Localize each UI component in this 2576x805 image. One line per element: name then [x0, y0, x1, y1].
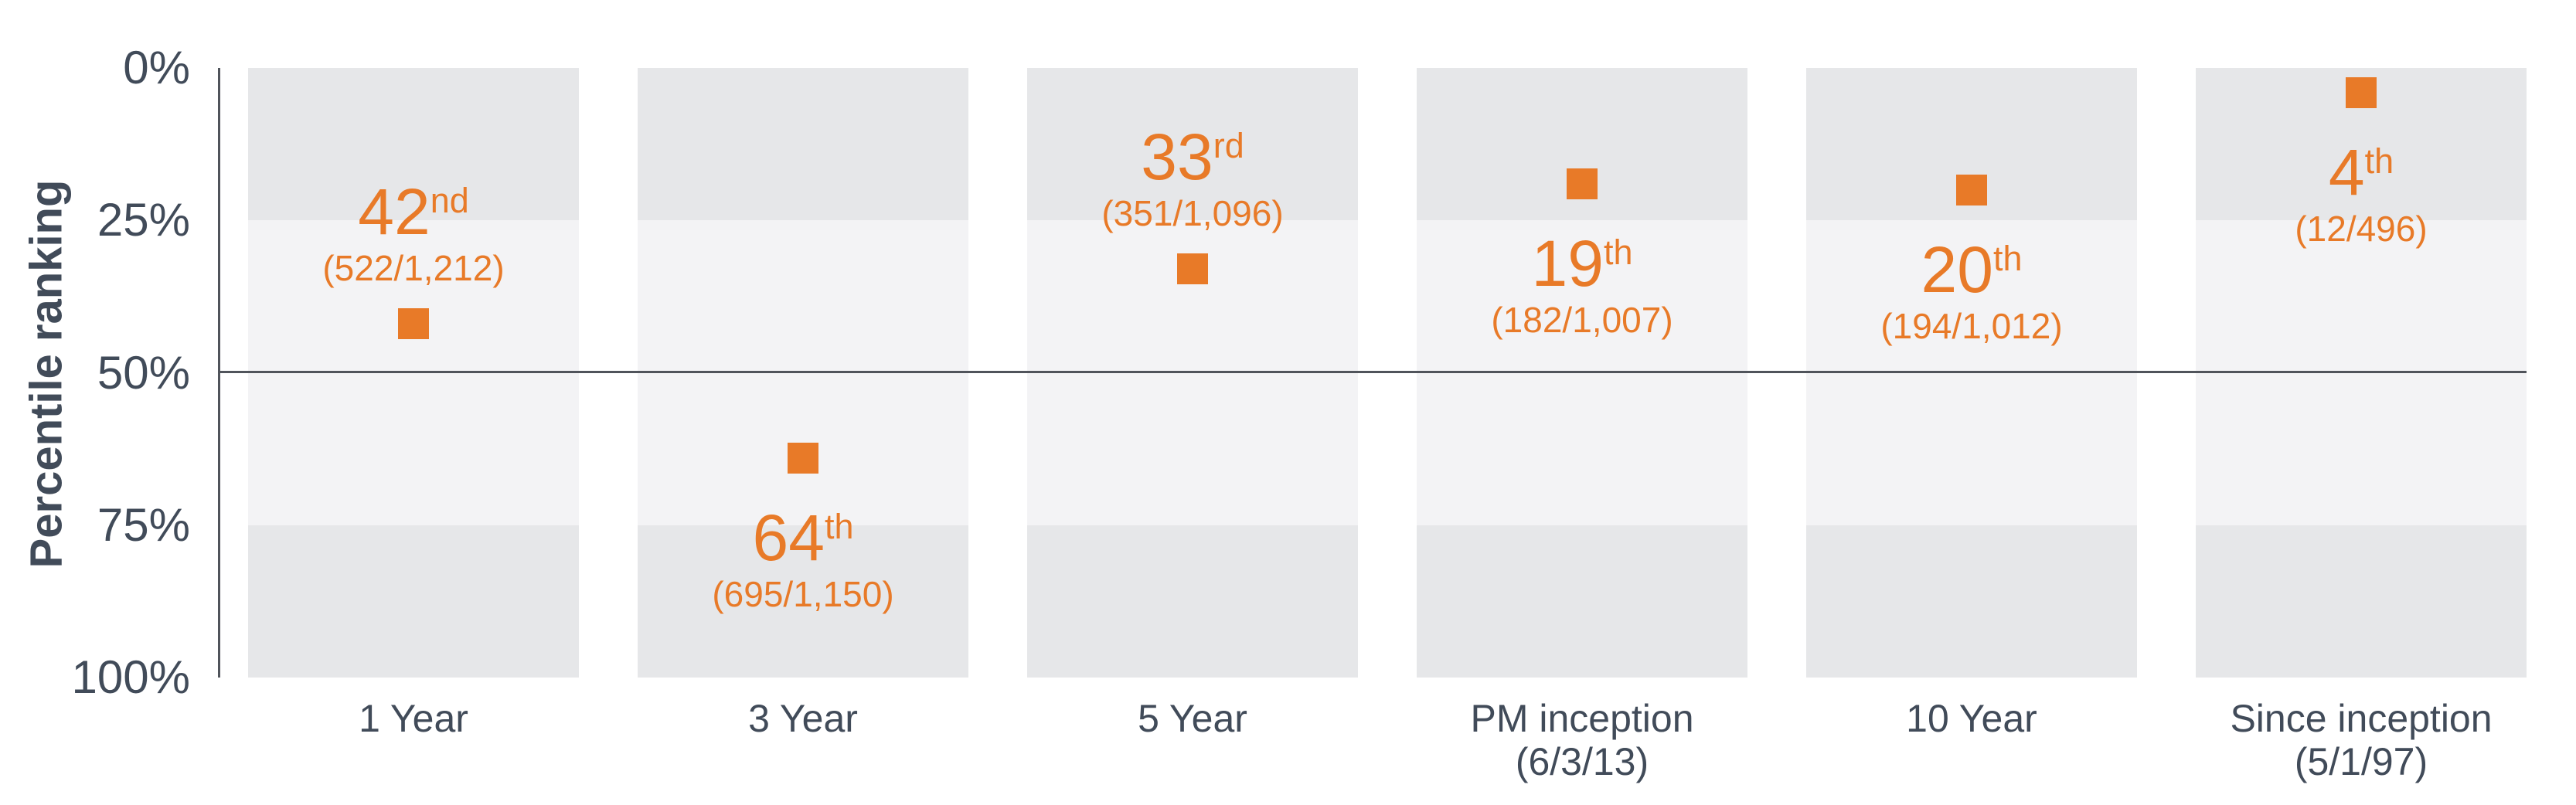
x-axis-category-line1: Since inception — [2230, 697, 2493, 740]
rank-number: 4 — [2328, 135, 2365, 209]
x-axis-category-label: 1 Year — [248, 697, 579, 740]
rank-fraction-detail: (695/1,150) — [712, 573, 894, 614]
rank-ordinal-suffix: rd — [1213, 126, 1244, 166]
x-axis-category-line1: PM inception — [1470, 697, 1694, 740]
y-axis-tick-label: 0% — [123, 42, 190, 93]
rank-ordinal-suffix: th — [824, 506, 854, 546]
rank-ordinal-suffix: th — [1603, 232, 1633, 272]
y-axis-tick-label: 25% — [97, 194, 190, 246]
x-axis-category-line2: (5/1/97) — [2294, 740, 2428, 783]
percentile-marker — [788, 442, 818, 474]
rank-fraction-detail: (351/1,096) — [1101, 193, 1284, 234]
rank-number: 33 — [1141, 121, 1213, 194]
x-axis-category-label: Since inception (5/1/97) — [2196, 697, 2527, 783]
percentile-value-label: 64th (695/1,150) — [638, 494, 968, 614]
x-axis-category-line2: (6/3/13) — [1515, 740, 1649, 783]
x-axis-category-line1: 3 Year — [748, 697, 858, 740]
x-axis-category-label: 10 Year — [1806, 697, 2137, 740]
x-axis-category-line1: 1 Year — [359, 697, 468, 740]
rank-fraction-detail: (182/1,007) — [1491, 299, 1673, 340]
x-axis-category-label: 5 Year — [1027, 697, 1358, 740]
y-axis-tick-label: 50% — [97, 346, 190, 399]
percentile-marker — [2346, 76, 2377, 108]
percentile-value-label: 19th (182/1,007) — [1417, 219, 1747, 340]
x-axis-category-line1: 10 Year — [1906, 697, 2037, 740]
rank-number: 19 — [1531, 226, 1604, 300]
percentile-marker — [1567, 168, 1598, 199]
x-axis-category-label: PM inception (6/3/13) — [1417, 697, 1747, 783]
x-axis-category-label: 3 Year — [638, 697, 968, 740]
percentile-marker — [1956, 174, 1987, 205]
rank-ordinal-suffix: nd — [430, 181, 469, 221]
percentile-marker — [1177, 253, 1208, 285]
percentile-value-label: 33rd (351/1,096) — [1027, 113, 1358, 233]
rank-fraction-detail: (194/1,012) — [1880, 305, 2063, 346]
y-axis-tick-label: 100% — [71, 651, 190, 703]
percentile-value-label: 4th (12/496) — [2196, 128, 2527, 249]
y-axis-tick-label: 75% — [97, 498, 190, 551]
rank-number: 42 — [358, 175, 430, 249]
rank-ordinal-suffix: th — [1992, 238, 2023, 278]
rank-number: 20 — [1921, 233, 1993, 306]
rank-fraction-detail: (522/1,212) — [322, 248, 505, 289]
percentile-value-label: 20th (194/1,012) — [1806, 226, 2137, 346]
rank-ordinal-suffix: th — [2364, 141, 2394, 181]
rank-number: 64 — [752, 501, 825, 574]
percentile-value-label: 42nd (522/1,212) — [248, 168, 579, 288]
median-reference-line — [219, 371, 2527, 373]
x-axis-category-line1: 5 Year — [1138, 697, 1247, 740]
percentile-marker — [398, 308, 429, 340]
rank-fraction-detail: (12/496) — [2295, 208, 2428, 249]
